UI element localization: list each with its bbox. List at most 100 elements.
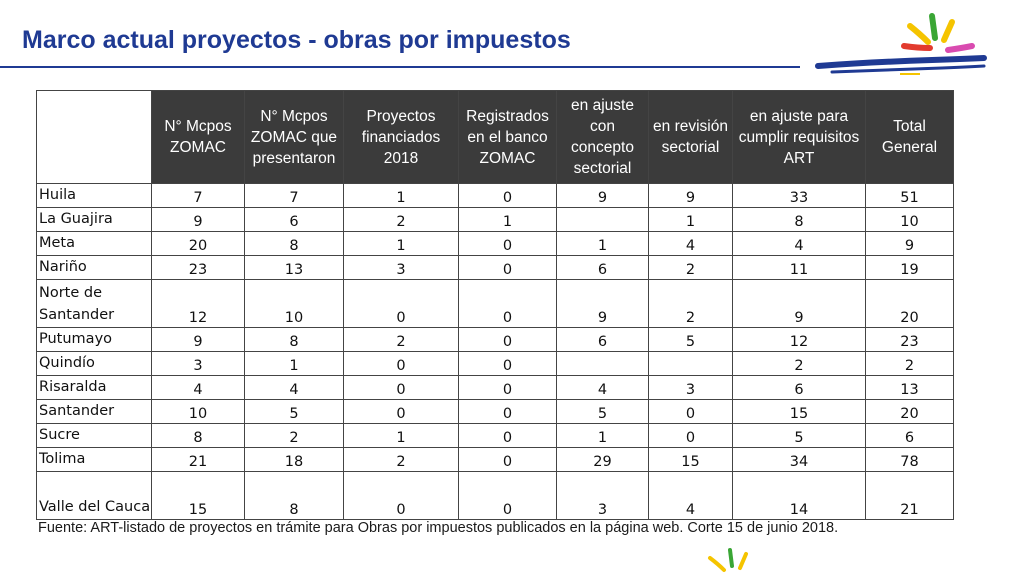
table-value-cell: 0 (648, 399, 733, 424)
projects-table: N° Mcpos ZOMAC N° Mcpos ZOMAC que presen… (36, 90, 954, 520)
table-value-cell: 0 (343, 351, 459, 376)
table-value-cell: 9 (865, 231, 954, 256)
table-value-cell: 9 (556, 183, 649, 208)
table-value-cell: 2 (732, 351, 866, 376)
table-value-cell: 15 (151, 471, 245, 520)
table-value-cell (556, 351, 649, 376)
table-value-cell: 1 (343, 231, 459, 256)
table-value-cell: 2 (865, 351, 954, 376)
department-name-cell: Tolima (36, 447, 152, 472)
table-row: Risaralda 4 4 0 0 4 3 6 13 (36, 375, 954, 400)
header-registrados-banco: Registrados en el banco ZOMAC (458, 90, 557, 184)
department-name-cell: Norte de Santander (36, 279, 152, 328)
table-value-cell: 5 (648, 327, 733, 352)
table-value-cell: 0 (458, 279, 557, 328)
table-value-cell: 1 (244, 351, 344, 376)
table-value-cell: 10 (865, 207, 954, 232)
table-value-cell: 0 (458, 351, 557, 376)
table-value-cell: 1 (458, 207, 557, 232)
page-title: Marco actual proyectos - obras por impue… (22, 26, 571, 54)
table-row: Putumayo 9 8 2 0 6 5 12 23 (36, 327, 954, 352)
table-value-cell: 7 (151, 183, 245, 208)
table-value-cell: 0 (343, 399, 459, 424)
department-name-cell: Meta (36, 231, 152, 256)
department-name-cell: Huila (36, 183, 152, 208)
table-value-cell: 6 (556, 255, 649, 280)
table-value-cell: 78 (865, 447, 954, 472)
table-value-cell: 15 (732, 399, 866, 424)
table-row: Meta 20 8 1 0 1 4 4 9 (36, 231, 954, 256)
table-value-cell: 0 (458, 255, 557, 280)
table-row: Sucre 8 2 1 0 1 0 5 6 (36, 423, 954, 448)
table-value-cell: 4 (151, 375, 245, 400)
table-value-cell: 20 (151, 231, 245, 256)
table-value-cell: 8 (244, 471, 344, 520)
table-value-cell: 10 (151, 399, 245, 424)
table-value-cell: 15 (648, 447, 733, 472)
projects-table-container: N° Mcpos ZOMAC N° Mcpos ZOMAC que presen… (36, 90, 954, 520)
header-total-general: Total General (865, 90, 954, 184)
table-row: La Guajira 9 6 2 1 1 8 10 (36, 207, 954, 232)
table-value-cell: 9 (151, 207, 245, 232)
table-body: Huila 7 7 1 0 9 9 33 51 La Guajira 9 6 2 1 1 8 10 Meta 20 8… (36, 183, 954, 520)
table-value-cell: 29 (556, 447, 649, 472)
table-value-cell: 8 (151, 423, 245, 448)
header-revision-sectorial: en revisión sectorial (648, 90, 733, 184)
table-value-cell: 5 (244, 399, 344, 424)
table-row: Valle del Cauca 15 8 0 0 3 4 14 21 (36, 471, 954, 520)
table-value-cell: 20 (865, 279, 954, 328)
department-name-cell: Risaralda (36, 375, 152, 400)
table-value-cell: 2 (343, 447, 459, 472)
table-value-cell: 0 (343, 375, 459, 400)
department-name-cell: Sucre (36, 423, 152, 448)
table-value-cell: 18 (244, 447, 344, 472)
table-value-cell: 0 (343, 279, 459, 328)
table-value-cell: 3 (556, 471, 649, 520)
header-corner-cell (36, 90, 152, 184)
table-row: Santander 10 5 0 0 5 0 15 20 (36, 399, 954, 424)
header-proyectos-financiados: Proyectos financiados 2018 (343, 90, 459, 184)
table-value-cell: 2 (343, 327, 459, 352)
table-value-cell: 10 (244, 279, 344, 328)
table-value-cell: 5 (732, 423, 866, 448)
table-value-cell: 4 (648, 231, 733, 256)
table-value-cell: 3 (343, 255, 459, 280)
table-value-cell: 1 (343, 183, 459, 208)
table-value-cell: 6 (244, 207, 344, 232)
table-row: Norte de Santander 12 10 0 0 9 2 9 20 (36, 279, 954, 328)
table-value-cell: 4 (244, 375, 344, 400)
table-value-cell: 3 (648, 375, 733, 400)
table-value-cell: 6 (865, 423, 954, 448)
table-value-cell: 0 (458, 471, 557, 520)
table-value-cell: 21 (151, 447, 245, 472)
department-name-cell: Santander (36, 399, 152, 424)
table-value-cell: 0 (648, 423, 733, 448)
table-value-cell: 23 (151, 255, 245, 280)
department-name-cell: Putumayo (36, 327, 152, 352)
table-value-cell: 12 (151, 279, 245, 328)
table-value-cell: 9 (732, 279, 866, 328)
table-value-cell: 33 (732, 183, 866, 208)
table-value-cell: 0 (458, 399, 557, 424)
table-value-cell: 21 (865, 471, 954, 520)
table-value-cell: 0 (458, 375, 557, 400)
table-value-cell: 19 (865, 255, 954, 280)
table-row: Nariño 23 13 3 0 6 2 11 19 (36, 255, 954, 280)
table-value-cell: 5 (556, 399, 649, 424)
table-value-cell: 0 (458, 231, 557, 256)
art-logo-icon (815, 13, 987, 75)
table-row: Tolima 21 18 2 0 29 15 34 78 (36, 447, 954, 472)
table-value-cell: 6 (556, 327, 649, 352)
department-name-cell: Quindío (36, 351, 152, 376)
table-value-cell: 12 (732, 327, 866, 352)
table-value-cell: 0 (343, 471, 459, 520)
table-value-cell: 3 (151, 351, 245, 376)
table-row: Quindío 3 1 0 0 2 2 (36, 351, 954, 376)
table-value-cell: 1 (556, 231, 649, 256)
art-logo-small-icon (708, 548, 748, 572)
table-value-cell: 0 (458, 183, 557, 208)
department-name-cell: La Guajira (36, 207, 152, 232)
table-value-cell: 14 (732, 471, 866, 520)
table-value-cell: 2 (244, 423, 344, 448)
table-header-row: N° Mcpos ZOMAC N° Mcpos ZOMAC que presen… (36, 90, 954, 184)
